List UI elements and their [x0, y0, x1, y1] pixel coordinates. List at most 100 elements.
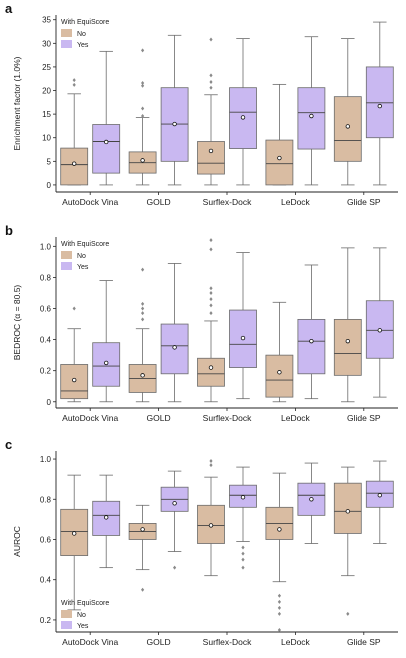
outlier-marker — [209, 37, 213, 42]
x-tick-label: GOLD — [147, 413, 171, 423]
y-tick-label: 0.6 — [40, 535, 52, 544]
box-iqr — [197, 357, 225, 387]
x-tick-label: GOLD — [147, 637, 171, 647]
box-no — [60, 306, 89, 403]
box-yes — [92, 474, 121, 569]
y-tick-label: 1.0 — [40, 455, 52, 464]
x-tick-label: AutoDock Vina — [62, 637, 118, 647]
y-tick-label: 15 — [42, 110, 51, 119]
outlier-marker — [209, 290, 213, 295]
mean-marker — [208, 523, 214, 528]
box-no — [128, 504, 157, 592]
box-yes — [160, 470, 189, 570]
y-tick-label: 0 — [47, 181, 52, 190]
box-iqr — [297, 87, 326, 150]
y-tick-label: 25 — [42, 63, 51, 72]
outlier-marker — [241, 551, 245, 556]
x-tick-label: Surflex-Dock — [203, 637, 252, 647]
legend: With EquiScore No Yes — [61, 241, 109, 271]
outlier-marker — [141, 106, 145, 111]
box-yes — [160, 263, 189, 403]
y-tick-label: 0 — [47, 398, 52, 407]
panel-a: a 0 5 10 15 20 25 30 35 Enrichment factor (1.0%) A… — [5, 1, 398, 207]
y-axis-title: BEDROC (α = 80.5) — [12, 285, 22, 361]
mean-marker — [71, 531, 77, 536]
mean-marker — [345, 338, 350, 344]
legend-swatch — [61, 610, 72, 618]
outlier-marker — [209, 80, 213, 85]
box-yes — [297, 462, 326, 544]
y-axis-title: AUROC — [12, 526, 22, 557]
outlier-marker — [209, 311, 213, 316]
box-iqr — [92, 124, 121, 174]
box-no — [333, 247, 362, 403]
outlier-marker — [141, 80, 145, 85]
box-iqr — [297, 318, 326, 375]
outlier-marker — [277, 627, 281, 632]
y-tick-label: 35 — [42, 16, 51, 25]
legend: With EquiScore No Yes — [61, 600, 109, 630]
box-no — [60, 78, 89, 186]
box-no — [265, 301, 294, 403]
box-yes — [229, 252, 257, 400]
legend-title: With EquiScore — [61, 19, 109, 26]
outlier-marker — [241, 557, 245, 562]
outlier-marker — [346, 611, 350, 616]
y-tick-label: 5 — [47, 157, 52, 166]
box-no — [128, 267, 157, 403]
box-iqr — [333, 482, 362, 534]
mean-marker — [140, 158, 145, 163]
x-tick-label: LeDock — [281, 413, 311, 423]
y-tick-label: 30 — [42, 39, 51, 48]
outlier-marker — [277, 599, 281, 604]
outlier-marker — [209, 303, 213, 308]
outlier-marker — [141, 114, 145, 119]
outlier-marker — [209, 73, 213, 78]
outlier-marker — [141, 48, 145, 53]
box-iqr — [265, 139, 294, 186]
box-yes — [160, 34, 189, 186]
outlier-marker — [277, 611, 281, 616]
outlier-marker — [209, 463, 213, 468]
outlier-marker — [277, 593, 281, 598]
legend-label: Yes — [77, 42, 89, 49]
box-no — [60, 474, 89, 611]
y-tick-label: 10 — [42, 134, 51, 143]
mean-marker — [103, 515, 109, 520]
mean-marker — [208, 148, 214, 154]
box-yes — [92, 50, 121, 186]
mean-marker — [309, 497, 314, 502]
outlier-marker — [72, 82, 76, 87]
box-iqr — [92, 500, 121, 536]
legend-label: No — [77, 31, 86, 38]
outlier-marker — [141, 301, 145, 306]
mean-marker — [103, 360, 109, 366]
mean-marker — [309, 338, 314, 344]
box-no — [197, 37, 225, 186]
mean-marker — [172, 345, 177, 350]
box-yes — [365, 21, 394, 186]
mean-marker — [140, 527, 145, 532]
outlier-marker — [72, 306, 76, 311]
mean-marker — [172, 501, 177, 506]
legend-label: No — [77, 612, 86, 619]
box-yes — [365, 460, 394, 544]
mean-marker — [309, 113, 314, 119]
box-no — [333, 466, 362, 616]
x-tick-label: Glide SP — [347, 637, 381, 647]
y-tick-label: 0.2 — [40, 367, 52, 376]
outlier-marker — [209, 85, 213, 90]
y-tick-label: 0.6 — [40, 305, 52, 314]
legend-swatch — [61, 262, 72, 270]
legend-title: With EquiScore — [61, 241, 109, 248]
legend-swatch — [61, 621, 72, 629]
mean-marker — [345, 124, 350, 129]
legend-title: With EquiScore — [61, 600, 109, 607]
legend-label: Yes — [77, 264, 89, 271]
y-tick-label: 0.2 — [40, 616, 52, 625]
mean-marker — [240, 495, 246, 500]
legend: With EquiScore No Yes — [61, 19, 109, 49]
box-iqr — [333, 318, 362, 376]
box-no — [333, 38, 362, 186]
